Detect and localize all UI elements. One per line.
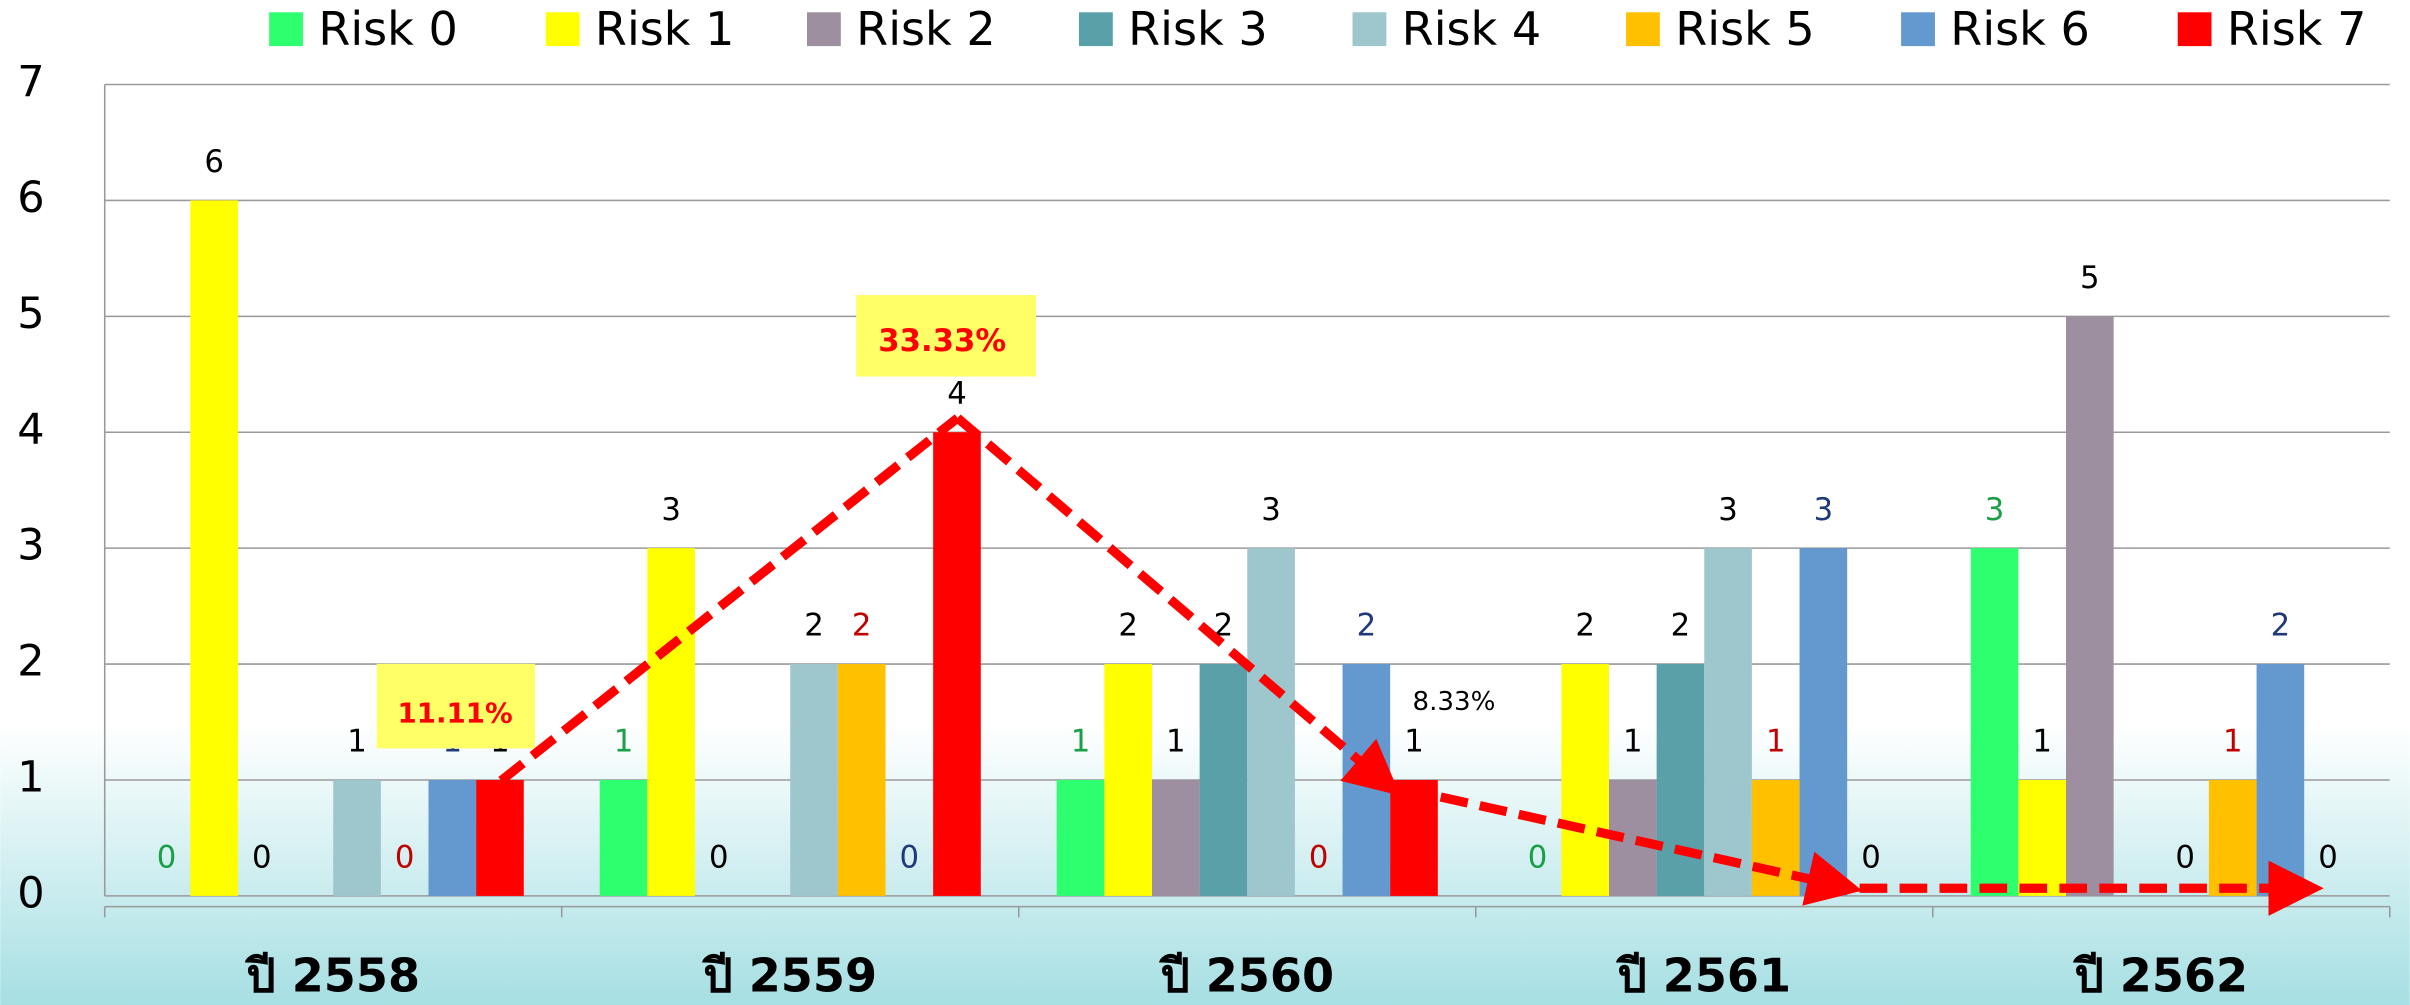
x-tick-label: ปี 2559 bbox=[701, 948, 877, 1002]
data-label: 3 bbox=[1985, 492, 2005, 528]
bar bbox=[428, 779, 477, 896]
data-label: 1 bbox=[2223, 724, 2243, 760]
data-label: 2 bbox=[2271, 608, 2291, 644]
data-label: 1 bbox=[1404, 724, 1424, 760]
bar bbox=[1970, 548, 2019, 896]
y-tick-label: 5 bbox=[17, 289, 44, 339]
data-label: 3 bbox=[1814, 492, 1834, 528]
y-tick-label: 7 bbox=[17, 57, 44, 107]
bar bbox=[837, 664, 886, 896]
bar bbox=[1247, 548, 1295, 896]
data-label: 1 bbox=[347, 724, 367, 760]
bar bbox=[933, 432, 981, 896]
legend-swatch bbox=[1352, 12, 1387, 47]
annotation: 33.33% bbox=[878, 323, 1006, 359]
data-label: 6 bbox=[204, 144, 224, 180]
data-label: 0 bbox=[252, 840, 272, 876]
bar bbox=[1104, 664, 1152, 896]
bar bbox=[1799, 548, 1848, 896]
data-label: 2 bbox=[1357, 608, 1377, 644]
legend-label: Risk 5 bbox=[1675, 2, 1815, 56]
data-label: 3 bbox=[1718, 492, 1738, 528]
y-tick-label: 3 bbox=[17, 521, 44, 571]
legend-label: Risk 4 bbox=[1402, 2, 1542, 56]
x-tick-label: ปี 2561 bbox=[1615, 948, 1791, 1002]
annotation-box bbox=[856, 295, 1036, 377]
bar bbox=[190, 200, 238, 896]
bar bbox=[2256, 664, 2305, 896]
legend-swatch bbox=[806, 12, 841, 47]
data-label: 0 bbox=[1861, 840, 1881, 876]
bar bbox=[2066, 316, 2114, 896]
bar bbox=[647, 548, 695, 896]
y-tick-label: 4 bbox=[17, 405, 44, 455]
bar bbox=[2208, 779, 2257, 896]
legend-swatch bbox=[1078, 12, 1113, 47]
legend-label: Risk 0 bbox=[318, 2, 458, 56]
bar bbox=[1704, 548, 1752, 896]
data-label: 2 bbox=[852, 608, 872, 644]
data-label: 0 bbox=[1309, 840, 1329, 876]
data-label: 0 bbox=[1528, 840, 1548, 876]
data-label: 5 bbox=[2080, 260, 2100, 296]
data-label: 0 bbox=[709, 840, 729, 876]
bar bbox=[1151, 779, 1200, 896]
data-label: 0 bbox=[395, 840, 415, 876]
bar bbox=[790, 664, 838, 896]
trend-arrows bbox=[498, 414, 2324, 916]
data-label: 2 bbox=[1671, 608, 1691, 644]
x-tick-label: ปี 2562 bbox=[2072, 948, 2248, 1002]
data-label: 3 bbox=[1261, 492, 1281, 528]
bar bbox=[333, 779, 381, 896]
legend-swatch bbox=[2177, 12, 2212, 47]
bar bbox=[599, 779, 648, 896]
bar bbox=[1342, 664, 1391, 896]
y-tick-label: 0 bbox=[17, 868, 44, 918]
trend-arrow bbox=[954, 414, 1401, 796]
bar bbox=[1656, 664, 1705, 896]
bar bbox=[1561, 664, 1609, 896]
legend-label: Risk 7 bbox=[2227, 2, 2367, 56]
data-label: 0 bbox=[2318, 840, 2338, 876]
x-tick-label: ปี 2558 bbox=[244, 948, 420, 1002]
data-label: 3 bbox=[661, 492, 681, 528]
data-label: 1 bbox=[1071, 724, 1091, 760]
legend-label: Risk 1 bbox=[595, 2, 735, 56]
y-tick-label: 6 bbox=[17, 173, 44, 223]
bar bbox=[1390, 779, 1438, 896]
trend-arrow bbox=[1400, 783, 1863, 906]
data-label: 0 bbox=[2175, 840, 2195, 876]
bar bbox=[2018, 779, 2067, 896]
trend-arrow bbox=[498, 414, 961, 785]
annotation: 8.33% bbox=[1412, 687, 1495, 717]
legend-label: Risk 6 bbox=[1950, 2, 2090, 56]
data-label: 2 bbox=[1118, 608, 1138, 644]
data-label: 1 bbox=[1166, 724, 1186, 760]
annotation-box bbox=[376, 663, 535, 749]
data-label: 4 bbox=[947, 376, 967, 412]
data-label: 2 bbox=[1575, 608, 1595, 644]
data-label: 1 bbox=[614, 724, 634, 760]
annotation: 11.11% bbox=[397, 697, 512, 730]
data-label: 0 bbox=[900, 840, 920, 876]
y-tick-label: 2 bbox=[17, 637, 44, 687]
data-label: 1 bbox=[2032, 724, 2052, 760]
data-label: 1 bbox=[1766, 724, 1786, 760]
legend-swatch bbox=[1626, 12, 1660, 47]
x-tick-label: ปี 2560 bbox=[1158, 948, 1334, 1002]
legend-label: Risk 2 bbox=[856, 2, 996, 56]
legend-swatch bbox=[1901, 12, 1935, 47]
legend-swatch bbox=[269, 12, 303, 47]
legend-label: Risk 3 bbox=[1128, 2, 1268, 56]
data-label: 2 bbox=[804, 608, 824, 644]
legend-swatch bbox=[545, 12, 580, 47]
bar bbox=[1056, 779, 1105, 896]
data-label: 1 bbox=[1623, 724, 1643, 760]
bar bbox=[476, 779, 524, 896]
bar bbox=[1199, 664, 1248, 896]
y-tick-label: 1 bbox=[17, 752, 44, 802]
data-label: 0 bbox=[157, 840, 177, 876]
